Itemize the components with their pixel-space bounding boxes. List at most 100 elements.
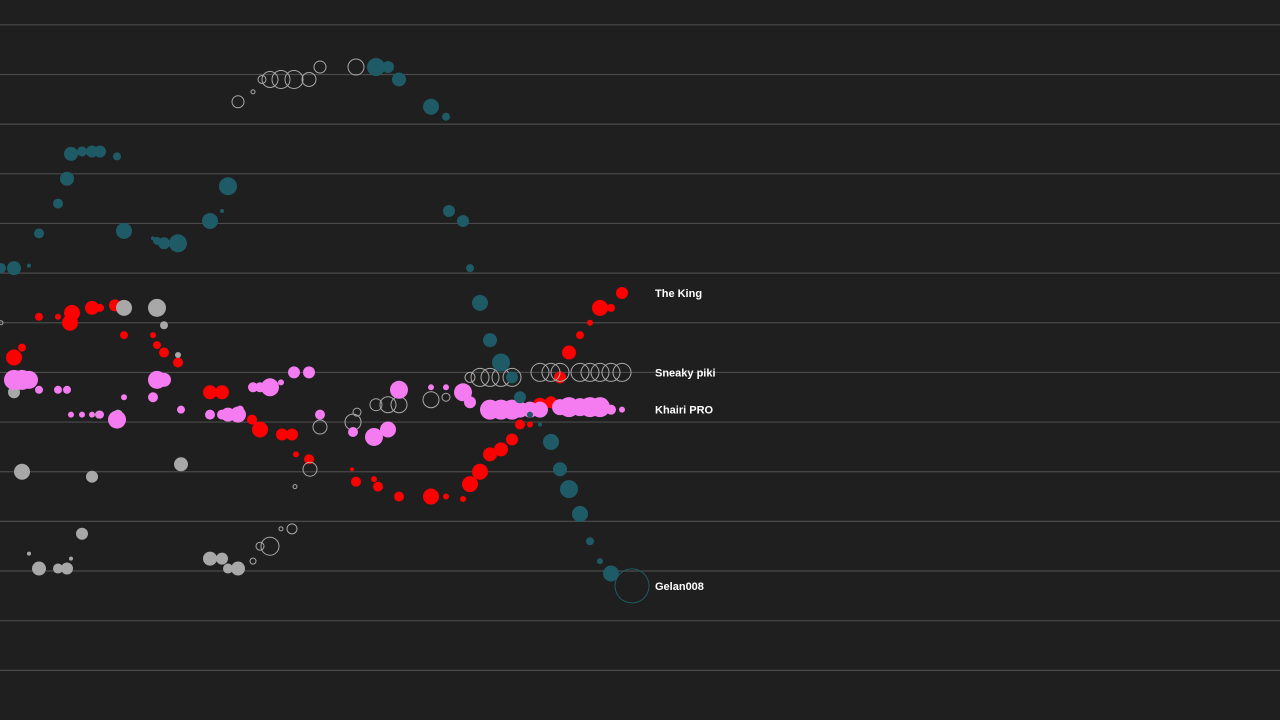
gelan008-point (472, 294, 488, 311)
gelan008-point (116, 222, 132, 239)
sneaky-piki-point (347, 58, 365, 76)
sneaky-piki-point (301, 71, 317, 87)
gelan008-point (527, 411, 533, 418)
the-king-point (350, 467, 354, 472)
the-king-point (483, 447, 497, 462)
khairi-pro-point (79, 411, 85, 418)
the-king-point (527, 421, 533, 428)
sneaky-piki-point (257, 74, 267, 84)
khairi-pro-point (177, 405, 185, 414)
sneaky-piki-point (53, 563, 63, 574)
sneaky-piki-point (231, 95, 245, 109)
gelan008-point (603, 565, 619, 582)
sneaky-piki-point (312, 419, 328, 435)
sneaky-piki-point (14, 463, 30, 480)
the-king-point (85, 300, 99, 315)
gelan008-point (572, 505, 588, 522)
sneaky-piki-point (580, 362, 600, 382)
gelan008-point (27, 263, 31, 268)
khairi-pro-point (108, 410, 126, 429)
gelan008-point (219, 177, 237, 196)
gelan008-point (382, 61, 394, 74)
sneaky-piki-point (255, 541, 265, 551)
sneaky-piki-point (27, 551, 31, 556)
sneaky-piki-point (116, 299, 132, 316)
series-label-gelan008: Gelan008 (655, 581, 704, 593)
khairi-pro-point (606, 404, 616, 415)
gelan008-point (553, 462, 567, 477)
the-king-point (18, 343, 26, 352)
sneaky-piki-point (601, 362, 621, 382)
khairi-pro-point (365, 427, 383, 446)
sneaky-piki-point (530, 362, 550, 382)
sneaky-piki-point (313, 60, 327, 74)
sneaky-piki-point (231, 561, 245, 576)
the-king-point (96, 303, 104, 312)
sneaky-piki-point (278, 526, 284, 532)
khairi-pro-point (248, 382, 258, 393)
khairi-pro-point (443, 384, 449, 391)
gelan008-point (169, 234, 187, 253)
sneaky-piki-point (0, 320, 4, 326)
sneaky-piki-point (570, 362, 590, 382)
sneaky-piki-point (612, 362, 632, 382)
sneaky-piki-point (160, 321, 168, 330)
series-label-khairi-pro: Khairi PRO (655, 405, 714, 417)
gelan008-point (443, 205, 455, 218)
khairi-pro-point (619, 406, 625, 413)
gelan008-point (7, 261, 21, 276)
gridlines (0, 24, 1280, 671)
gelan008-point (60, 171, 74, 186)
sneaky-piki-point (286, 523, 298, 535)
the-king-point (515, 419, 525, 430)
gelan008-point (492, 353, 510, 372)
gelan008-point (34, 228, 44, 239)
the-king-point (373, 481, 383, 492)
sneaky-piki-point (216, 552, 228, 565)
gelan008-point (77, 146, 87, 157)
sneaky-piki-point (86, 470, 98, 483)
the-king-point (293, 451, 299, 458)
sneaky-piki-point (302, 461, 318, 477)
series-label-the-king: The King (655, 288, 702, 300)
the-king-point (203, 385, 217, 400)
khairi-pro-point (63, 385, 71, 394)
khairi-pro-point (348, 427, 358, 437)
data-points (0, 58, 650, 604)
sneaky-piki-point (464, 371, 476, 383)
the-king-point (286, 428, 298, 441)
the-king-point (276, 428, 288, 441)
gelan008-point (614, 568, 650, 604)
khairi-pro-point (288, 366, 300, 379)
the-king-point (460, 496, 466, 503)
the-king-point (304, 454, 314, 465)
gelan008-point (483, 333, 497, 348)
gelan008-point (220, 209, 224, 214)
khairi-pro-point (205, 409, 215, 420)
the-king-point (150, 332, 156, 339)
the-king-point (423, 488, 439, 505)
sneaky-piki-point (223, 563, 233, 574)
sneaky-piki-point (390, 396, 408, 414)
sneaky-piki-point (76, 527, 88, 540)
sneaky-piki-point (250, 89, 256, 95)
gelan008-point (392, 72, 406, 87)
khairi-pro-point (148, 392, 158, 403)
khairi-pro-point (315, 409, 325, 420)
gelan008-point (442, 112, 450, 121)
the-king-point (587, 319, 593, 326)
gelan008-point (94, 145, 106, 158)
the-king-point (576, 331, 584, 340)
sneaky-piki-point (174, 457, 188, 472)
sneaky-piki-point (32, 561, 46, 576)
gelan008-point (597, 558, 603, 565)
the-king-point (443, 493, 449, 500)
sneaky-piki-point (260, 536, 280, 556)
sneaky-piki-point (271, 69, 291, 89)
gelan008-point (0, 263, 6, 274)
gelan008-point (538, 422, 542, 427)
gelan008-point (560, 480, 578, 499)
the-king-point (472, 463, 488, 480)
khairi-pro-point (590, 397, 610, 418)
